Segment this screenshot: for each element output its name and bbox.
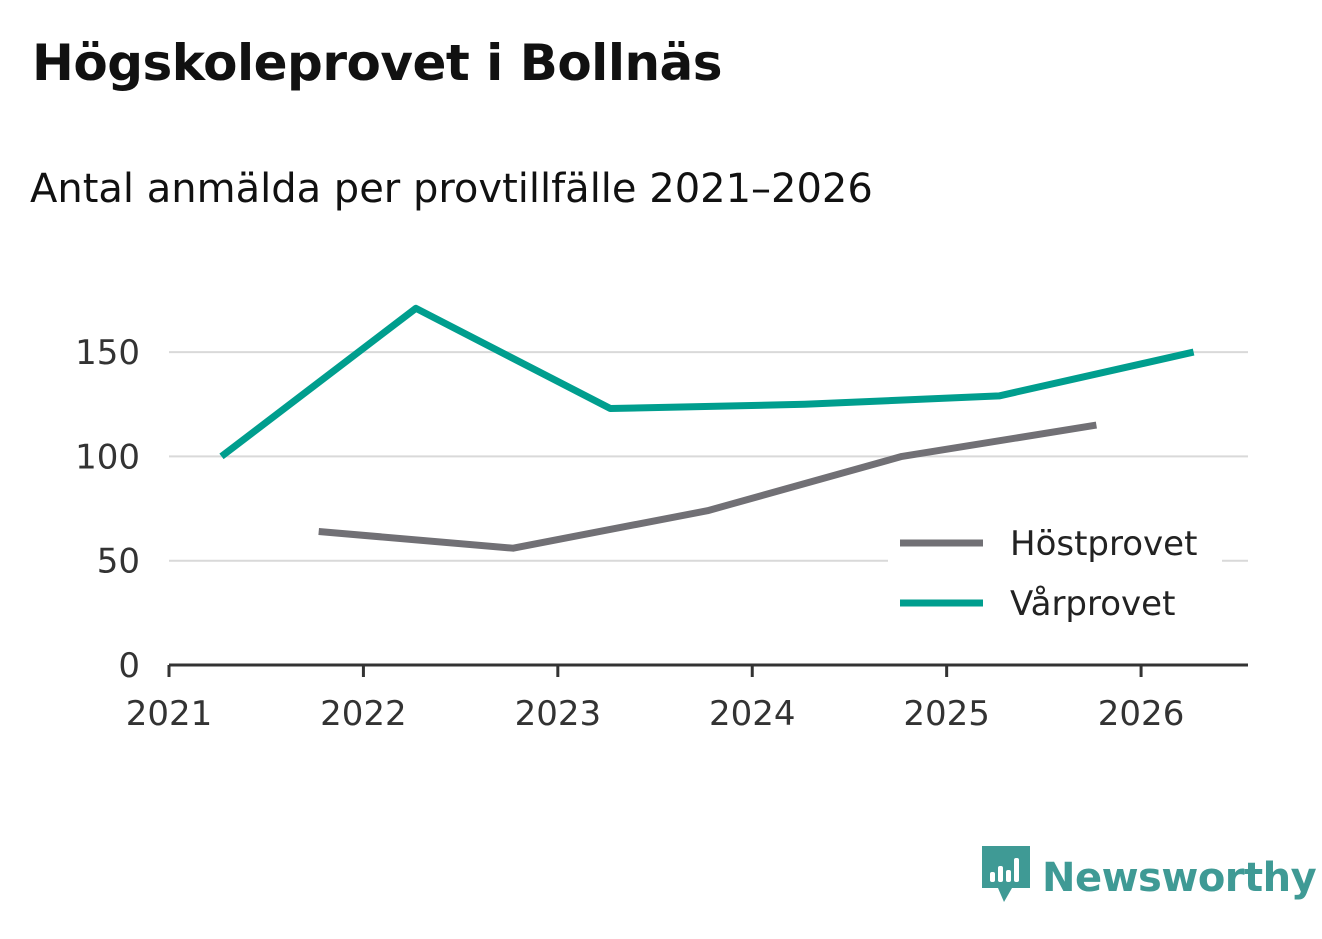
y-tick-label: 50 (97, 542, 140, 582)
legend-label: Höstprovet (1010, 524, 1197, 564)
x-tick-label: 2025 (903, 694, 990, 734)
series-line-vårprovet (219, 304, 1195, 460)
brand-name: Newsworthy (1042, 855, 1317, 901)
x-tick-label: 2021 (126, 694, 213, 734)
y-tick-label: 100 (75, 437, 140, 477)
y-tick-label: 0 (118, 646, 140, 686)
x-tick-label: 2026 (1098, 694, 1185, 734)
legend-label: Vårprovet (1010, 584, 1175, 624)
chart-subtitle: Antal anmälda per provtillfälle 2021–202… (30, 166, 873, 212)
x-tick-label: 2022 (320, 694, 407, 734)
axes: 0 50 100 150 2021 2022 2023 2024 2025 2026 (75, 333, 1248, 734)
legend-background (888, 520, 1222, 632)
chart-title: Högskoleprovet i Bollnäs (32, 34, 723, 92)
newsworthy-brand: Newsworthy (982, 846, 1317, 910)
y-tick-label: 150 (75, 333, 140, 373)
x-tick-label: 2023 (515, 694, 602, 734)
series-lines (219, 304, 1195, 552)
x-tick-label: 2024 (709, 694, 796, 734)
legend: Höstprovet Vårprovet (888, 520, 1222, 632)
newsworthy-logo-icon (982, 846, 1030, 902)
